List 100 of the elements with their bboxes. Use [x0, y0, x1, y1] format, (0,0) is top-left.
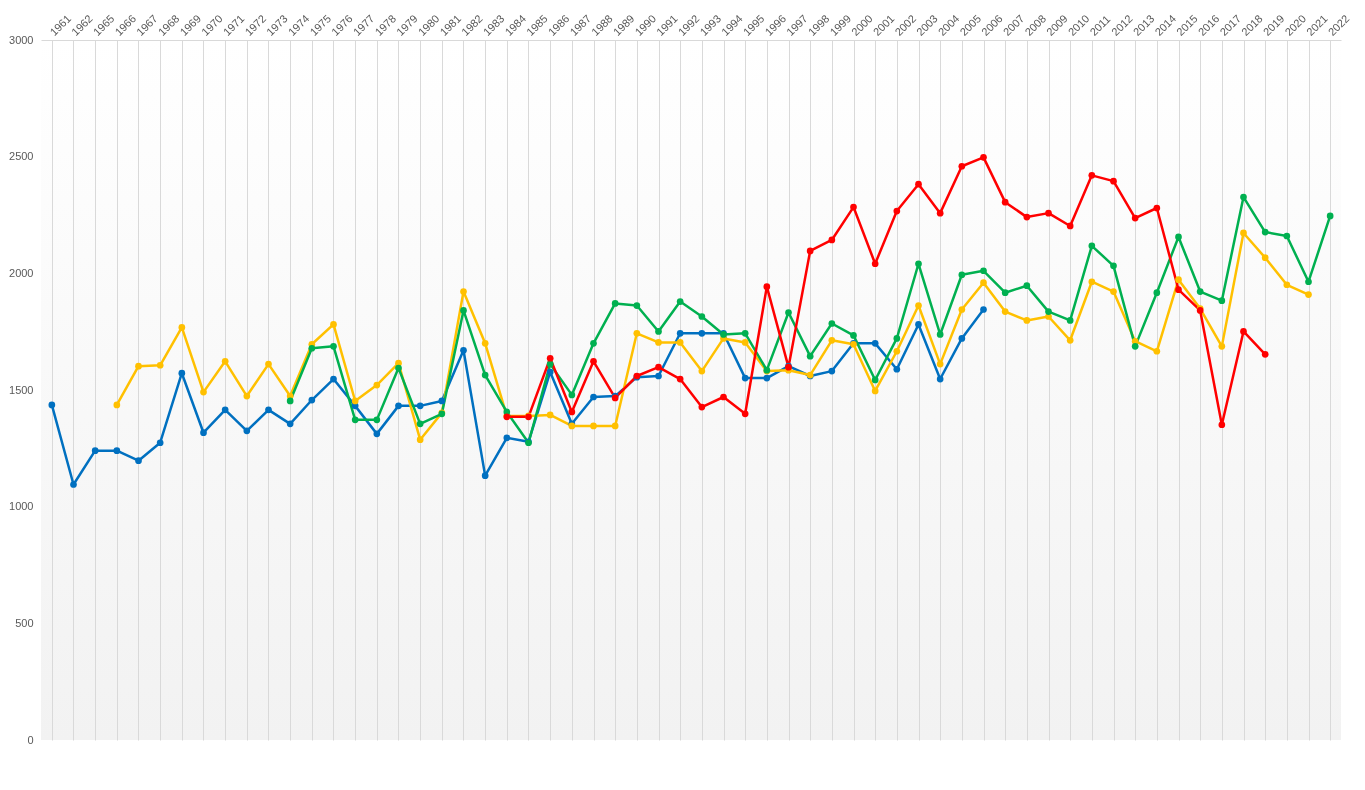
- point: [48, 401, 56, 409]
- point: [308, 396, 316, 404]
- y-tick-label: 1500: [9, 383, 34, 396]
- point: [590, 422, 597, 430]
- point: [893, 207, 901, 215]
- point: [1283, 281, 1291, 289]
- point: [1066, 222, 1074, 230]
- point: [1045, 209, 1052, 217]
- point: [915, 302, 922, 309]
- point: [763, 283, 771, 290]
- point: [785, 309, 792, 316]
- point: [655, 339, 662, 346]
- point: [70, 481, 77, 488]
- point: [611, 300, 619, 307]
- y-tick-label: 3000: [9, 33, 34, 46]
- point: [698, 329, 706, 337]
- point: [1261, 350, 1269, 358]
- point: [1001, 308, 1009, 315]
- point: [915, 321, 922, 328]
- point: [330, 375, 337, 383]
- point: [460, 307, 467, 314]
- point: [806, 352, 814, 360]
- point: [135, 362, 142, 370]
- point: [958, 271, 966, 279]
- point: [460, 288, 467, 295]
- point: [1001, 289, 1009, 297]
- point: [1153, 289, 1161, 297]
- point: [698, 403, 706, 411]
- point: [286, 420, 294, 428]
- point: [741, 329, 749, 337]
- point: [1131, 214, 1139, 222]
- point: [221, 357, 229, 365]
- point: [828, 336, 836, 344]
- point: [1153, 204, 1161, 212]
- point: [1261, 228, 1269, 236]
- point: [850, 203, 857, 211]
- point: [741, 339, 749, 346]
- point: [1023, 282, 1031, 290]
- point: [221, 406, 229, 414]
- point: [1110, 177, 1117, 185]
- point: [1023, 213, 1031, 221]
- point: [655, 363, 662, 371]
- point: [980, 306, 987, 313]
- point: [1175, 286, 1182, 294]
- point: [265, 406, 272, 414]
- y-tick-label: 1000: [9, 500, 34, 513]
- point: [113, 447, 121, 455]
- y-tick-label: 500: [15, 616, 34, 629]
- point: [351, 397, 359, 405]
- point: [958, 306, 966, 313]
- point: [265, 360, 272, 368]
- point: [1066, 336, 1074, 344]
- point: [178, 324, 186, 331]
- point: [1218, 343, 1226, 350]
- point: [590, 339, 597, 347]
- point: [958, 162, 966, 170]
- point: [1110, 288, 1117, 295]
- point: [980, 154, 987, 161]
- point: [698, 367, 706, 375]
- point: [1131, 343, 1139, 350]
- point: [936, 360, 944, 368]
- point: [958, 335, 966, 342]
- point: [200, 429, 207, 437]
- point: [828, 236, 836, 244]
- point: [330, 343, 337, 350]
- point: [676, 298, 684, 305]
- point: [416, 402, 424, 410]
- point: [546, 360, 554, 368]
- point: [438, 397, 446, 405]
- point: [720, 393, 727, 401]
- point: [915, 260, 922, 268]
- y-tick-label: 2000: [9, 266, 34, 279]
- y-tick-label: 2500: [9, 150, 34, 163]
- point: [1153, 347, 1161, 355]
- point: [936, 375, 944, 383]
- point: [546, 354, 554, 362]
- point: [1240, 328, 1247, 335]
- point: [1023, 317, 1031, 324]
- point: [893, 347, 901, 355]
- point: [871, 387, 879, 395]
- point: [893, 335, 901, 342]
- point: [871, 339, 879, 347]
- point: [395, 402, 402, 410]
- point: [395, 364, 402, 372]
- point: [741, 374, 749, 382]
- point: [1218, 421, 1226, 429]
- point: [980, 279, 987, 287]
- point: [1088, 171, 1096, 179]
- point: [915, 180, 922, 188]
- point: [655, 328, 662, 335]
- point: [546, 368, 554, 376]
- point: [351, 416, 359, 424]
- point: [676, 339, 684, 346]
- point: [481, 371, 489, 379]
- point: [676, 329, 684, 337]
- point: [243, 427, 251, 435]
- point: [373, 381, 381, 389]
- point: [481, 472, 489, 479]
- point: [200, 388, 207, 396]
- point: [936, 209, 944, 217]
